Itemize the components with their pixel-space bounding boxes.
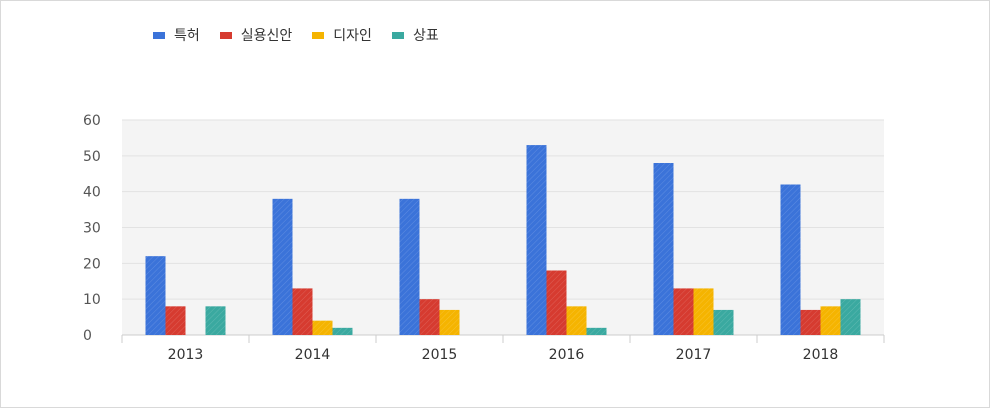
bar bbox=[566, 306, 587, 335]
bar bbox=[673, 288, 694, 335]
legend-item-trademark: 상표 bbox=[391, 25, 439, 45]
y-tick-label: 40 bbox=[83, 185, 101, 201]
x-tick-label: 2014 bbox=[295, 347, 331, 363]
legend-label-patent: 특허 bbox=[174, 28, 200, 44]
x-tick-label: 2018 bbox=[803, 347, 839, 363]
bar bbox=[145, 256, 166, 335]
bar bbox=[165, 306, 186, 335]
x-tick-label: 2017 bbox=[676, 347, 712, 363]
x-tick-label: 2013 bbox=[168, 347, 204, 363]
legend-item-utility-model: 실용신안 bbox=[219, 25, 293, 45]
legend-label-design: 디자인 bbox=[333, 28, 372, 44]
legend-swatch-utility-model bbox=[219, 31, 232, 39]
bar bbox=[332, 327, 353, 335]
bar bbox=[820, 306, 841, 335]
legend-label-trademark: 상표 bbox=[412, 28, 439, 44]
legend-swatch-trademark bbox=[391, 31, 404, 39]
bar bbox=[713, 309, 734, 335]
legend-swatch-patent bbox=[153, 31, 165, 39]
y-tick-label: 50 bbox=[83, 149, 101, 165]
legend-item-design: 디자인 bbox=[312, 25, 372, 45]
legend-item-patent: 특허 bbox=[153, 25, 200, 45]
bar bbox=[586, 327, 607, 335]
bar bbox=[780, 184, 801, 335]
x-tick-label: 2015 bbox=[422, 347, 458, 363]
y-tick-label: 0 bbox=[83, 328, 92, 344]
bar bbox=[399, 198, 420, 335]
bar bbox=[292, 288, 313, 335]
bar bbox=[439, 309, 460, 335]
y-tick-label: 20 bbox=[83, 256, 101, 272]
bar bbox=[272, 198, 293, 335]
bar bbox=[653, 163, 674, 335]
bar bbox=[205, 306, 226, 335]
y-tick-label: 60 bbox=[83, 113, 101, 129]
bar bbox=[546, 270, 567, 335]
bar bbox=[419, 299, 440, 335]
legend-swatch-design bbox=[312, 31, 325, 39]
y-tick-label: 10 bbox=[83, 292, 101, 308]
x-tick-label: 2016 bbox=[549, 347, 585, 363]
bar bbox=[693, 288, 714, 335]
bar bbox=[526, 145, 547, 335]
bar bbox=[800, 309, 821, 335]
bar bbox=[840, 299, 861, 335]
chart-legend: 특허 실용신안 디자인 상표 bbox=[153, 25, 459, 45]
bar bbox=[312, 320, 333, 335]
legend-label-utility-model: 실용신안 bbox=[240, 28, 293, 44]
y-tick-label: 30 bbox=[83, 221, 101, 237]
